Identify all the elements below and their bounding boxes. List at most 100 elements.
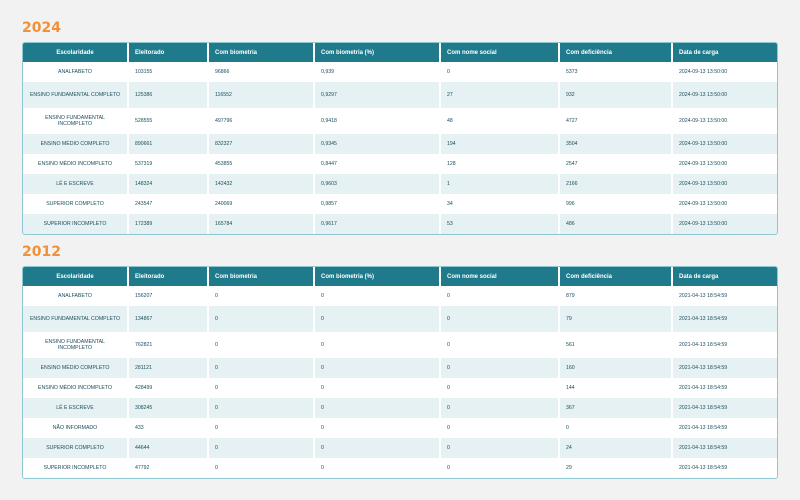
column-header[interactable]: Com nome social [439,43,559,62]
table-row: SUPERIOR INCOMPLETO 172389 165784 0,9617 53 4… [23,214,777,234]
table-cell: 367 [558,398,672,418]
table-cell: 148324 [127,174,208,194]
column-header[interactable]: Escolaridade [23,43,128,62]
table-cell: 0,9603 [313,174,440,194]
table-cell: ENSINO FUNDAMENTAL COMPLETO [23,306,128,332]
table-row: SUPERIOR COMPLETO 243547 240069 0,9857 34 996… [23,194,777,214]
table-cell: 128 [439,154,559,174]
table-cell: ENSINO MÉDIO INCOMPLETO [23,154,128,174]
table-cell: 2024-09-13 13:50:00 [671,154,777,174]
table-cell: 0 [207,438,314,458]
data-table: Escolaridade Eleitorado Com biometria Co… [23,43,777,234]
table-cell: 0,9297 [313,82,440,108]
table-cell: 537319 [127,154,208,174]
table-cell: 0 [313,458,440,478]
table-cell: 2024-09-13 13:50:00 [671,108,777,134]
table-cell: 29 [558,458,672,478]
table-cell: 5373 [558,62,672,82]
table-cell: 48 [439,108,559,134]
data-table-card: Escolaridade Eleitorado Com biometria Co… [22,42,778,235]
table-cell: 34 [439,194,559,214]
table-cell: 0 [207,418,314,438]
column-header[interactable]: Data de carga [671,267,777,286]
column-header[interactable]: Eleitorado [127,267,208,286]
table-cell: 4727 [558,108,672,134]
table-cell: 879 [558,286,672,306]
table-row: LÊ E ESCREVE 308245 0 0 0 367 2021-04-13 18:54… [23,398,777,418]
table-cell: ENSINO MÉDIO COMPLETO [23,134,128,154]
column-header[interactable]: Com biometria [207,43,314,62]
table-header-row: Escolaridade Eleitorado Com biometria Co… [23,267,777,286]
table-cell: 194 [439,134,559,154]
column-header[interactable]: Eleitorado [127,43,208,62]
section-year-title: 2024 [22,20,61,36]
table-cell: SUPERIOR COMPLETO [23,438,128,458]
table-cell: 0 [313,358,440,378]
table-cell: 0 [313,438,440,458]
table-cell: LÊ E ESCREVE [23,174,128,194]
table-cell: 0,9857 [313,194,440,214]
table-cell: 2021-04-13 18:54:59 [671,398,777,418]
table-cell: 2021-04-13 18:54:59 [671,358,777,378]
table-cell: 0 [439,62,559,82]
table-cell: 0 [313,398,440,418]
table-cell: 2024-09-13 13:50:00 [671,194,777,214]
table-row: ENSINO FUNDAMENTAL COMPLETO 125386 116552 0… [23,82,777,108]
table-cell: 2021-04-13 18:54:59 [671,332,777,358]
table-row: ENSINO FUNDAMENTAL INCOMPLETO 762821 0 0 0 56… [23,332,777,358]
table-cell: 2021-04-13 18:54:59 [671,438,777,458]
table-cell: 165784 [207,214,314,234]
table-cell: 0 [439,286,559,306]
table-cell: ENSINO MÉDIO INCOMPLETO [23,378,128,398]
column-header[interactable]: Com nome social [439,267,559,286]
table-cell: 243547 [127,194,208,214]
table-cell: SUPERIOR INCOMPLETO [23,214,128,234]
table-cell: 2166 [558,174,672,194]
table-cell: 497796 [207,108,314,134]
table-cell: 0 [439,378,559,398]
table-cell: 0 [439,438,559,458]
table-cell: 3504 [558,134,672,154]
column-header[interactable]: Com deficiência [558,267,672,286]
table-header-row: Escolaridade Eleitorado Com biometria Co… [23,43,777,62]
table-cell: 0 [313,286,440,306]
table-cell: 0,9617 [313,214,440,234]
table-cell: 2021-04-13 18:54:59 [671,418,777,438]
table-cell: 932 [558,82,672,108]
data-table: Escolaridade Eleitorado Com biometria Co… [23,267,777,478]
table-cell: 116552 [207,82,314,108]
table-cell: ANALFABETO [23,286,128,306]
column-header[interactable]: Data de carga [671,43,777,62]
table-cell: 281121 [127,358,208,378]
column-header[interactable]: Escolaridade [23,267,128,286]
table-row: LÊ E ESCREVE 148324 142432 0,9603 1 2166 2024-… [23,174,777,194]
table-cell: 0 [207,378,314,398]
table-cell: 2024-09-13 13:50:00 [671,214,777,234]
column-header[interactable]: Com biometria (%) [313,267,440,286]
table-cell: 453855 [207,154,314,174]
data-table-card: Escolaridade Eleitorado Com biometria Co… [22,266,778,479]
table-cell: 125386 [127,82,208,108]
table-cell: 832327 [207,134,314,154]
table-cell: ENSINO FUNDAMENTAL INCOMPLETO [23,332,128,358]
table-cell: SUPERIOR COMPLETO [23,194,128,214]
table-cell: 0 [207,306,314,332]
table-body: ANALFABETO 103155 96866 0,939 0 5373 2024-09-1… [23,62,777,234]
table-cell: 103155 [127,62,208,82]
column-header[interactable]: Com deficiência [558,43,672,62]
table-cell: SUPERIOR INCOMPLETO [23,458,128,478]
column-header[interactable]: Com biometria [207,267,314,286]
table-cell: 486 [558,214,672,234]
table-cell: 2547 [558,154,672,174]
column-header[interactable]: Com biometria (%) [313,43,440,62]
table-row: ENSINO FUNDAMENTAL INCOMPLETO 528555 49779… [23,108,777,134]
table-cell: 2024-09-13 13:50:00 [671,62,777,82]
table-cell: 528555 [127,108,208,134]
table-cell: LÊ E ESCREVE [23,398,128,418]
table-cell: 0,9345 [313,134,440,154]
table-cell: ANALFABETO [23,62,128,82]
table-cell: 144 [558,378,672,398]
table-cell: 96866 [207,62,314,82]
table-cell: 0 [207,286,314,306]
table-cell: 308245 [127,398,208,418]
